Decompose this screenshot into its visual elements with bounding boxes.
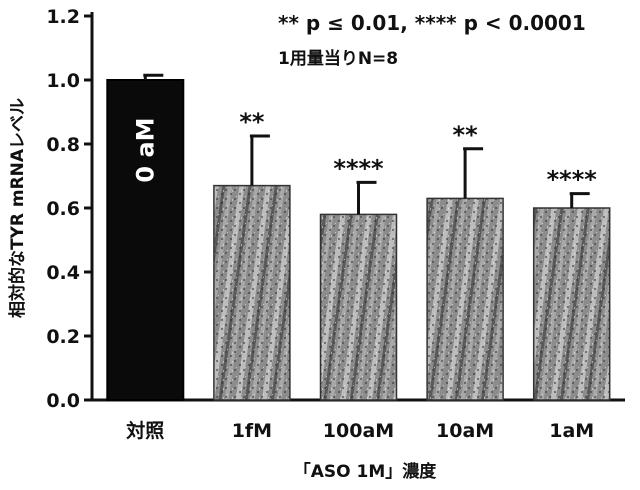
- significance-label: ****: [547, 166, 598, 194]
- x-tick-label: 1aM: [549, 420, 594, 442]
- significance-label: ****: [333, 154, 384, 182]
- y-tick-label: 1.2: [46, 6, 80, 28]
- stats-annotation: ** p ≤ 0.01, **** p < 0.0001: [278, 11, 586, 35]
- bar-inner-label: 0 aM: [131, 117, 159, 182]
- bar-texture: [534, 208, 610, 400]
- y-ticks: 0.0 0.2 0.4 0.6 0.8 1.0 1.2: [46, 6, 92, 412]
- x-tick-label: 100aM: [323, 420, 394, 442]
- y-tick-label: 0.4: [46, 262, 80, 284]
- bar-texture: [427, 198, 503, 400]
- y-tick-label: 1.0: [46, 70, 80, 92]
- y-axis-title: 相対的なTYR mRNAレベル: [7, 98, 28, 318]
- bars: 0 aM************: [107, 75, 609, 400]
- bar-texture: [321, 214, 397, 400]
- x-axis-title: 「ASO 1M」濃度: [294, 461, 438, 482]
- significance-label: **: [453, 121, 479, 149]
- y-tick-label: 0.0: [46, 390, 80, 412]
- x-tick-label: 1fM: [232, 420, 272, 442]
- x-labels: 対照 1fM 100aM 10aM 1aM: [125, 419, 594, 442]
- x-tick-label: 対照: [125, 419, 164, 442]
- y-tick-label: 0.8: [46, 134, 80, 156]
- significance-label: **: [239, 108, 265, 136]
- x-tick-label: 10aM: [436, 420, 494, 442]
- y-tick-label: 0.6: [46, 198, 80, 220]
- n-annotation: 1用量当りN=8: [278, 48, 398, 69]
- bar-texture: [214, 186, 290, 400]
- y-tick-label: 0.2: [46, 326, 80, 348]
